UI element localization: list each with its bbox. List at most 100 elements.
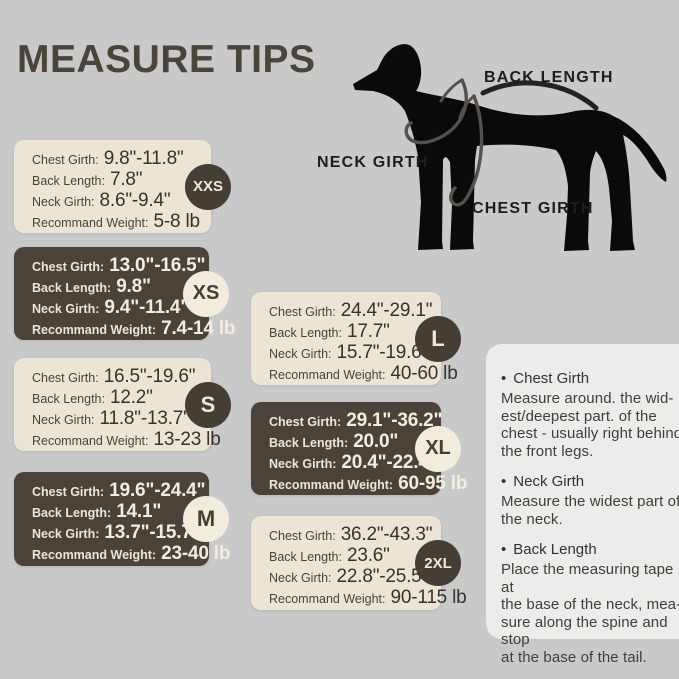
tip-title-text: Back Length [513, 541, 597, 559]
field-value: 40-60 lb [390, 363, 458, 384]
field-label: Neck Girth: [32, 195, 95, 209]
measurement-row: Neck Girth: 22.8"-25.5" [269, 566, 441, 587]
field-label: Neck Girth: [32, 413, 95, 427]
measurement-row: Recommand Weight: 90-115 lb [269, 587, 467, 608]
field-value: 17.7" [346, 321, 390, 342]
field-label: Neck Girth: [269, 571, 332, 585]
field-label: Chest Girth: [32, 371, 99, 385]
chest-girth-label: CHEST GIRTH [472, 200, 594, 217]
field-label: Neck Girth: [269, 347, 332, 361]
field-label: Back Length: [32, 281, 112, 295]
measurement-row: Recommand Weight: 13-23 lb [32, 429, 221, 450]
field-value: 16.5"-19.6" [103, 366, 196, 387]
tip-body: Place the measuring tape at the base of … [501, 561, 679, 667]
field-value: 90-115 lb [390, 587, 467, 608]
measurement-row: Recommand Weight: 23-40 lb [32, 543, 230, 564]
dog-body-shape [353, 44, 667, 251]
measurement-row: Neck Girth: 11.8"-13.7" [32, 408, 211, 429]
chest-girth-loop-far-side [458, 94, 476, 120]
size-badge-m: M [183, 496, 229, 542]
bullet-icon: • [501, 541, 507, 559]
field-value: 15.7"-19.6" [336, 342, 429, 363]
tip-body: Measure the widest part of the neck. [501, 493, 679, 528]
measurement-row: Chest Girth: 24.4"-29.1" [269, 300, 441, 321]
tip-title: • Chest Girth [501, 370, 679, 387]
field-label: Recommand Weight: [269, 592, 386, 606]
measurement-row: Neck Girth: 13.7"-15.7" [32, 522, 209, 543]
field-label: Back Length: [269, 550, 342, 564]
measurement-row: Neck Girth: 20.4"-22.4" [269, 452, 441, 473]
bullet-icon: • [501, 370, 507, 387]
field-value: 7.8" [109, 169, 143, 190]
field-label: Back Length: [269, 326, 342, 340]
size-badge-xxs: XXS [185, 163, 231, 210]
measurement-row: Back Length: 12.2" [32, 387, 211, 408]
field-value: 23-40 lb [161, 543, 231, 564]
field-value: 29.1"-36.2" [346, 410, 443, 431]
field-label: Chest Girth: [32, 153, 99, 167]
field-label: Back Length: [32, 392, 105, 406]
dog-diagram [325, 38, 675, 278]
measuring-tips-panel: • Chest Girth Measure around. the wid- es… [486, 344, 679, 666]
size-badge-xs: XS [183, 270, 229, 317]
size-card-xs: Chest Girth: 13.0"-16.5" Back Length: 9.8"… [14, 247, 236, 340]
size-card-2xl: Chest Girth: 36.2"-43.3" Back Length: 23.6… [251, 516, 467, 610]
field-label: Chest Girth: [269, 305, 336, 319]
measurement-row: Back Length: 20.0" [269, 431, 441, 452]
page-title: MEASURE TIPS [17, 38, 316, 81]
field-value: 20.4"-22.4" [341, 452, 438, 473]
field-label: Recommand Weight: [269, 368, 386, 382]
measurement-row: Back Length: 14.1" [32, 501, 209, 522]
field-value: 19.6"-24.4" [109, 480, 206, 501]
size-badge-xl: XL [415, 425, 461, 472]
measurement-row: Back Length: 23.6" [269, 545, 441, 566]
back-length-label: BACK LENGTH [484, 69, 614, 86]
field-value: 60-95 lb [398, 473, 468, 494]
size-card-l: Chest Girth: 24.4"-29.1" Back Length: 17.7… [251, 292, 461, 385]
measurement-row: Back Length: 7.8" [32, 169, 211, 190]
measurement-row: Chest Girth: 19.6"-24.4" [32, 480, 209, 501]
field-value: 13.7"-15.7" [104, 522, 201, 543]
field-label: Neck Girth: [32, 302, 100, 316]
size-card-s: Chest Girth: 16.5"-19.6" Back Length: 12.2… [14, 358, 231, 451]
measurement-row: Recommand Weight: 40-60 lb [269, 363, 458, 384]
field-value: 36.2"-43.3" [340, 524, 433, 545]
field-value: 13-23 lb [153, 429, 221, 450]
field-value: 22.8"-25.5" [336, 566, 429, 587]
field-label: Back Length: [269, 436, 349, 450]
field-label: Chest Girth: [269, 415, 342, 429]
field-value: 9.4"-11.4" [104, 297, 190, 318]
field-label: Recommand Weight: [32, 323, 157, 337]
bullet-icon: • [501, 473, 507, 491]
dog-silhouette-icon [353, 44, 667, 251]
back-length-curve [480, 80, 599, 111]
measurement-row: Neck Girth: 8.6"-9.4" [32, 190, 211, 211]
tip-title: • Neck Girth [501, 473, 679, 490]
size-badge-2xl: 2XL [415, 540, 461, 586]
field-value: 23.6" [346, 545, 390, 566]
field-value: 9.8" [116, 276, 151, 297]
size-badge-s: S [185, 381, 231, 428]
field-value: 8.6"-9.4" [99, 190, 171, 211]
tip-title: • Back Length [501, 541, 679, 558]
neck-girth-label: NECK GIRTH [317, 154, 429, 171]
neck-girth-loop-far-side [439, 78, 464, 103]
measurement-row: Recommand Weight: 7.4-14 lb [32, 318, 236, 339]
measurement-row: Neck Girth: 9.4"-11.4" [32, 297, 209, 318]
field-label: Recommand Weight: [32, 548, 157, 562]
size-card-xl: Chest Girth: 29.1"-36.2" Back Length: 20.0… [251, 402, 467, 495]
measurement-row: Chest Girth: 36.2"-43.3" [269, 524, 441, 545]
field-value: 11.8"-13.7" [99, 408, 190, 429]
field-label: Chest Girth: [269, 529, 336, 543]
measurement-row: Recommand Weight: 5-8 lb [32, 211, 211, 232]
measurement-row: Chest Girth: 9.8"-11.8" [32, 148, 211, 169]
size-badge-l: L [415, 315, 461, 362]
tip-chest-girth: • Chest Girth Measure around. the wid- es… [501, 370, 679, 460]
field-label: Chest Girth: [32, 260, 105, 274]
field-label: Back Length: [32, 174, 105, 188]
measurement-row: Back Length: 9.8" [32, 276, 209, 297]
field-value: 9.8"-11.8" [103, 148, 184, 169]
field-value: 13.0"-16.5" [109, 255, 206, 276]
field-value: 24.4"-29.1" [340, 300, 433, 321]
measurement-row: Chest Girth: 16.5"-19.6" [32, 366, 211, 387]
